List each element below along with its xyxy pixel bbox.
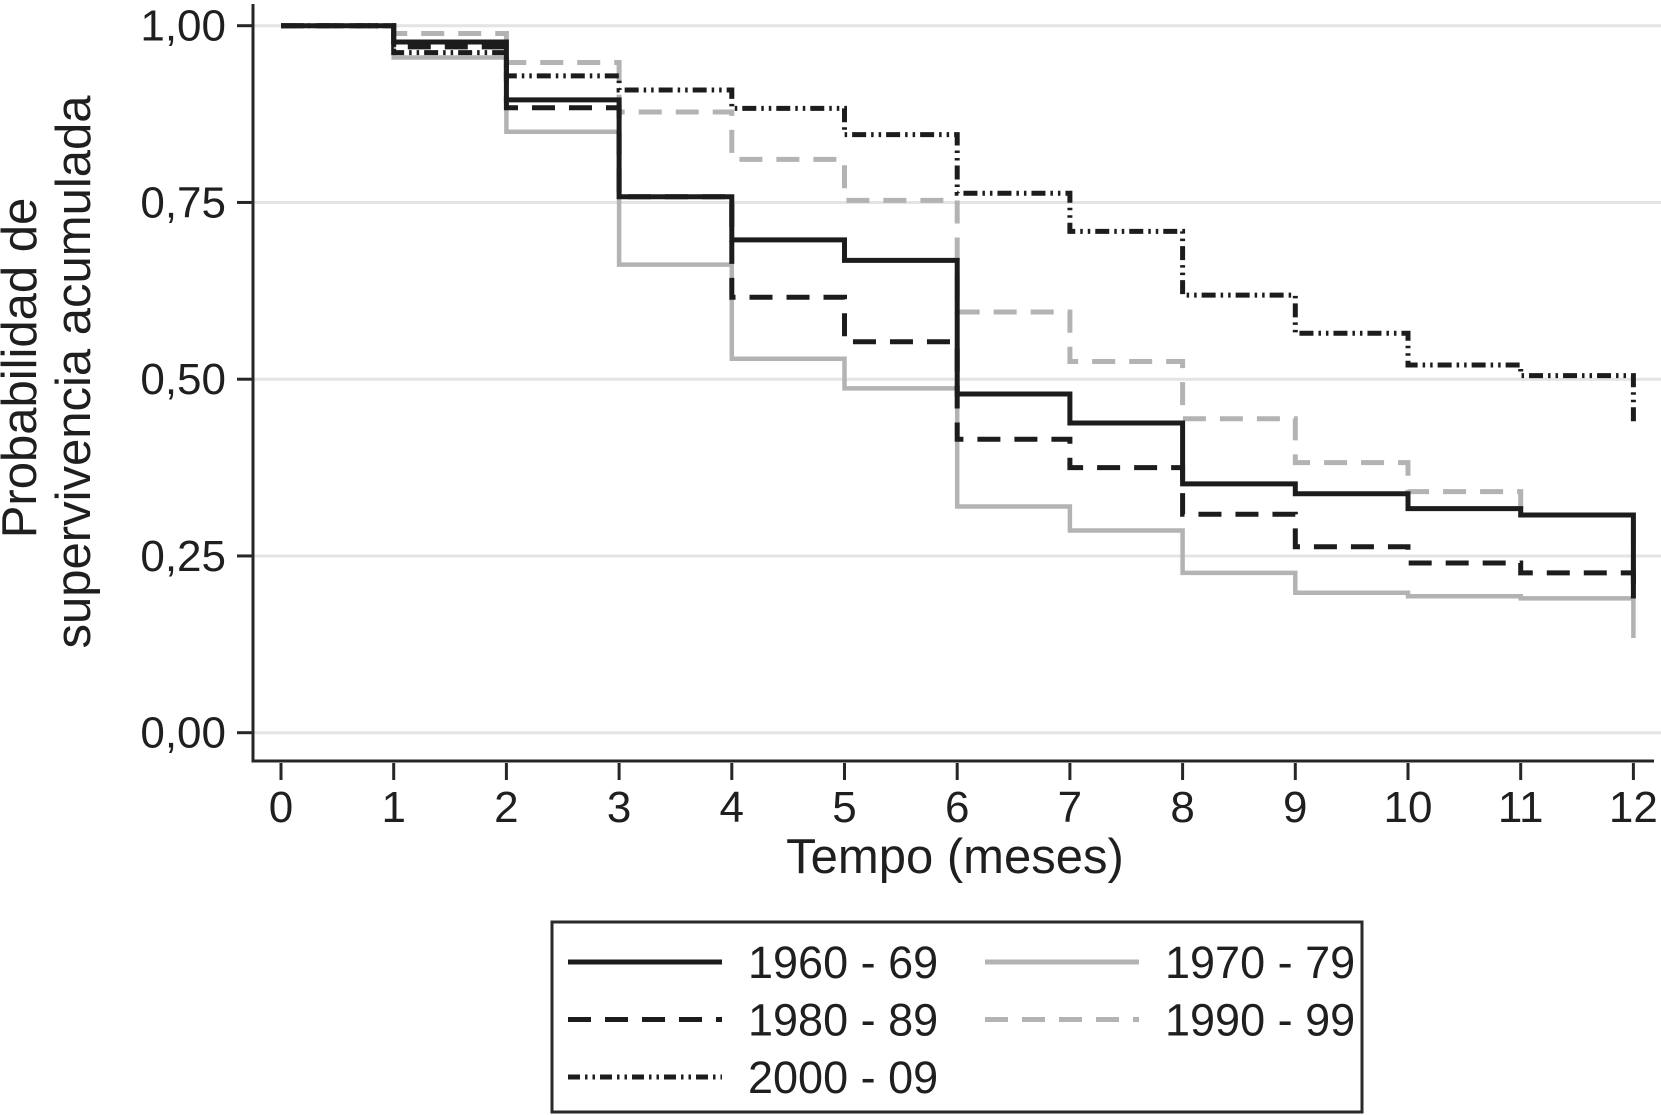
series-curve-2000-09 bbox=[281, 23, 1636, 426]
y-axis-ticks bbox=[237, 24, 253, 735]
legend-label: 1960 - 69 bbox=[748, 937, 938, 988]
legend-label: 1990 - 99 bbox=[1165, 995, 1355, 1046]
y-tick-label: 0,75 bbox=[140, 178, 226, 227]
x-tick-label: 7 bbox=[1058, 783, 1082, 832]
x-tick-label: 0 bbox=[269, 783, 293, 832]
legend: 1960 - 69 1970 - 79 1980 - 89 1990 - 99 2000… bbox=[550, 920, 1364, 1114]
series-curve-1960-69 bbox=[281, 23, 1636, 599]
legend-label: 2000 - 09 bbox=[748, 1052, 938, 1103]
y-tick-label: 0,25 bbox=[140, 532, 226, 581]
y-tick-label: 0,00 bbox=[140, 709, 226, 758]
y-axis-tick-labels: 0,00 0,25 0,50 0,75 1,00 bbox=[140, 2, 226, 758]
x-tick-label: 10 bbox=[1384, 783, 1433, 832]
y-axis-title-line1: Probabilidad de bbox=[0, 198, 47, 539]
x-tick-label: 4 bbox=[720, 783, 744, 832]
x-tick-label: 3 bbox=[607, 783, 631, 832]
series-curve-1970-79 bbox=[281, 23, 1636, 638]
x-tick-label: 6 bbox=[945, 783, 969, 832]
x-axis-tick-labels: 0 1 2 3 4 5 6 7 8 9 10 11 12 bbox=[269, 783, 1658, 832]
x-tick-label: 8 bbox=[1170, 783, 1194, 832]
x-tick-label: 5 bbox=[832, 783, 856, 832]
axes bbox=[251, 4, 1654, 763]
y-axis-title-line2: supervivencia acumulada bbox=[47, 95, 101, 649]
x-axis-title: Tempo (meses) bbox=[786, 830, 1124, 884]
x-tick-label: 11 bbox=[1498, 783, 1544, 832]
series-curves bbox=[281, 23, 1636, 638]
x-axis-ticks bbox=[279, 763, 1635, 780]
x-tick-label: 2 bbox=[494, 783, 518, 832]
series-curve-1980-89 bbox=[281, 23, 1636, 599]
x-tick-label: 12 bbox=[1609, 783, 1658, 832]
y-tick-label: 1,00 bbox=[140, 2, 226, 51]
x-tick-label: 1 bbox=[381, 783, 405, 832]
legend-label: 1970 - 79 bbox=[1165, 937, 1355, 988]
legend-label: 1980 - 89 bbox=[748, 995, 938, 1046]
y-tick-label: 0,50 bbox=[140, 355, 226, 404]
x-tick-label: 9 bbox=[1283, 783, 1307, 832]
